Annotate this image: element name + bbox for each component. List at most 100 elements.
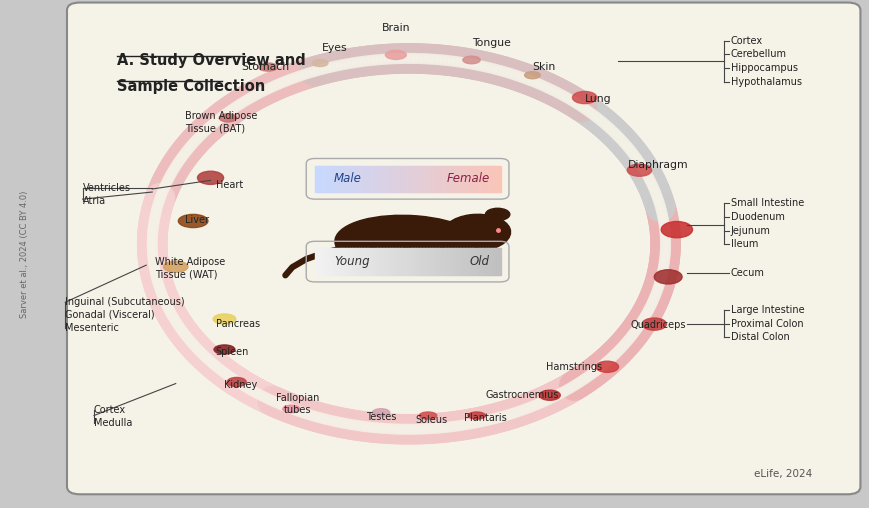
Bar — [444, 248, 448, 275]
Bar — [494, 166, 497, 192]
Text: Mesenteric: Mesenteric — [65, 323, 119, 333]
Bar — [327, 166, 331, 192]
Ellipse shape — [627, 164, 651, 176]
Bar — [428, 166, 433, 192]
Bar — [426, 166, 429, 192]
Text: Large Intestine: Large Intestine — [730, 305, 804, 315]
Bar — [422, 248, 427, 275]
Text: Ileum: Ileum — [730, 239, 757, 249]
Ellipse shape — [462, 56, 480, 64]
Bar — [496, 248, 501, 275]
Bar — [339, 166, 343, 192]
Ellipse shape — [163, 261, 188, 272]
Text: Brown Adipose
Tissue (BAT): Brown Adipose Tissue (BAT) — [185, 111, 257, 133]
Bar — [432, 166, 435, 192]
Bar — [324, 166, 328, 192]
Text: Skin: Skin — [532, 62, 554, 72]
Bar — [388, 248, 393, 275]
Text: Female: Female — [446, 172, 489, 185]
Bar — [426, 248, 429, 275]
Bar — [315, 166, 319, 192]
Bar — [420, 166, 423, 192]
Bar — [475, 166, 479, 192]
Bar — [315, 248, 319, 275]
Bar — [348, 166, 353, 192]
Bar — [392, 166, 395, 192]
Bar — [336, 166, 340, 192]
Bar — [481, 166, 485, 192]
Bar — [392, 248, 395, 275]
Bar — [438, 166, 442, 192]
Bar — [345, 248, 349, 275]
Bar — [462, 248, 467, 275]
Bar — [441, 166, 445, 192]
Ellipse shape — [178, 214, 208, 228]
Bar — [373, 166, 377, 192]
Ellipse shape — [468, 412, 485, 419]
Text: Inguinal (Subcutaneous): Inguinal (Subcutaneous) — [65, 297, 185, 307]
Bar — [364, 248, 368, 275]
Bar — [355, 248, 359, 275]
Bar — [456, 248, 461, 275]
Bar — [380, 166, 383, 192]
Bar — [358, 166, 362, 192]
Bar — [395, 166, 399, 192]
Bar — [333, 248, 337, 275]
Bar — [382, 166, 387, 192]
FancyBboxPatch shape — [67, 3, 859, 494]
Bar — [342, 166, 346, 192]
Bar — [361, 248, 365, 275]
Bar — [481, 248, 485, 275]
Ellipse shape — [524, 72, 540, 79]
Text: Hamstrings: Hamstrings — [546, 362, 601, 372]
Bar — [434, 166, 439, 192]
Bar — [410, 166, 415, 192]
Bar — [460, 166, 463, 192]
Text: Lung: Lung — [584, 94, 611, 104]
Bar — [398, 166, 401, 192]
Bar — [475, 248, 479, 275]
Bar — [414, 166, 417, 192]
Text: Eyes: Eyes — [322, 43, 348, 53]
Bar — [382, 248, 387, 275]
Text: eLife, 2024: eLife, 2024 — [753, 468, 811, 479]
Text: Young: Young — [334, 255, 369, 268]
Text: Kidney: Kidney — [224, 379, 257, 390]
Text: Hypothalamus: Hypothalamus — [730, 77, 801, 87]
Text: Fallopian
tubes: Fallopian tubes — [275, 393, 319, 415]
Ellipse shape — [539, 390, 560, 400]
Ellipse shape — [660, 221, 692, 238]
Ellipse shape — [214, 345, 235, 354]
Ellipse shape — [641, 318, 666, 330]
Bar — [410, 248, 415, 275]
Bar — [355, 166, 359, 192]
Bar — [416, 166, 421, 192]
Bar — [318, 166, 322, 192]
Bar — [370, 248, 374, 275]
Bar — [386, 166, 389, 192]
Bar — [380, 248, 383, 275]
Bar — [490, 248, 494, 275]
Text: Liver: Liver — [185, 215, 209, 225]
Text: Sample Collection: Sample Collection — [117, 79, 265, 94]
Text: Old: Old — [469, 255, 489, 268]
Text: Hippocampus: Hippocampus — [730, 63, 797, 73]
Ellipse shape — [227, 377, 246, 387]
Text: Gastrocnemius: Gastrocnemius — [485, 390, 558, 400]
Text: Cortex: Cortex — [94, 405, 126, 415]
Bar — [388, 166, 393, 192]
Bar — [367, 248, 371, 275]
Ellipse shape — [372, 408, 389, 417]
Bar — [466, 166, 470, 192]
Bar — [386, 248, 389, 275]
Bar — [376, 248, 381, 275]
Bar — [407, 166, 411, 192]
Bar — [478, 248, 482, 275]
Text: Stomach: Stomach — [241, 62, 289, 72]
Text: A. Study Overview and: A. Study Overview and — [117, 53, 306, 69]
Bar — [321, 166, 325, 192]
Bar — [330, 248, 334, 275]
Bar — [448, 248, 451, 275]
Bar — [376, 166, 381, 192]
Bar — [434, 248, 439, 275]
